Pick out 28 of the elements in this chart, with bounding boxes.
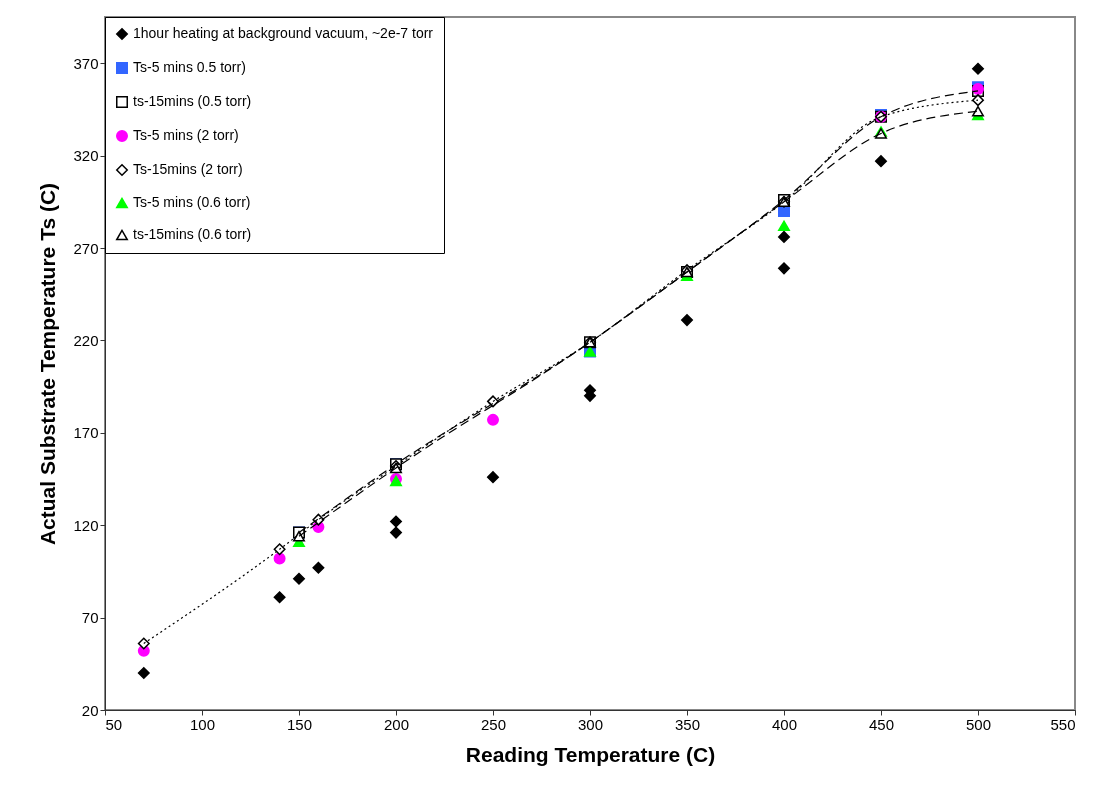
- legend-label: Ts-15mins (2 torr): [133, 161, 243, 177]
- x-tick-label: 300: [577, 715, 604, 733]
- x-tick-label: 200: [383, 715, 410, 733]
- x-tick-label: 50: [105, 715, 123, 733]
- y-tick-label: 70: [81, 609, 99, 627]
- x-tick-label: 250: [480, 715, 507, 733]
- y-axis-title: Actual Substrate Temperature Ts (C): [36, 182, 60, 546]
- x-tick-label: 550: [1050, 715, 1076, 733]
- y-tick-label: 20: [81, 701, 99, 719]
- y-tick-label: 220: [73, 331, 99, 349]
- x-tick-label: 150: [286, 715, 313, 733]
- y-tick-label: 370: [73, 54, 99, 72]
- y-tick-label: 170: [73, 424, 99, 442]
- y-tick-label: 120: [73, 516, 99, 534]
- x-tick-label: 400: [771, 715, 798, 733]
- legend-label: Ts-5 mins (2 torr): [133, 127, 239, 143]
- legend-label: Ts-5 mins 0.5 torr): [133, 59, 246, 75]
- x-tick-label: 100: [189, 715, 216, 733]
- y-tick-label: 270: [73, 239, 99, 257]
- x-tick-label: 450: [868, 715, 895, 733]
- y-tick-label: 320: [73, 147, 99, 165]
- x-tick-label: 350: [674, 715, 701, 733]
- x-axis-title: Reading Temperature (C): [465, 742, 716, 766]
- x-tick-label: 500: [965, 715, 992, 733]
- legend-label: 1hour heating at background vacuum, ~2e-7 torr: [133, 25, 434, 41]
- legend-label: ts-15mins (0.5 torr): [133, 93, 252, 109]
- legend-label: Ts-5 mins (0.6 torr): [133, 194, 251, 210]
- legend-label: ts-15mins (0.6 torr): [133, 226, 252, 242]
